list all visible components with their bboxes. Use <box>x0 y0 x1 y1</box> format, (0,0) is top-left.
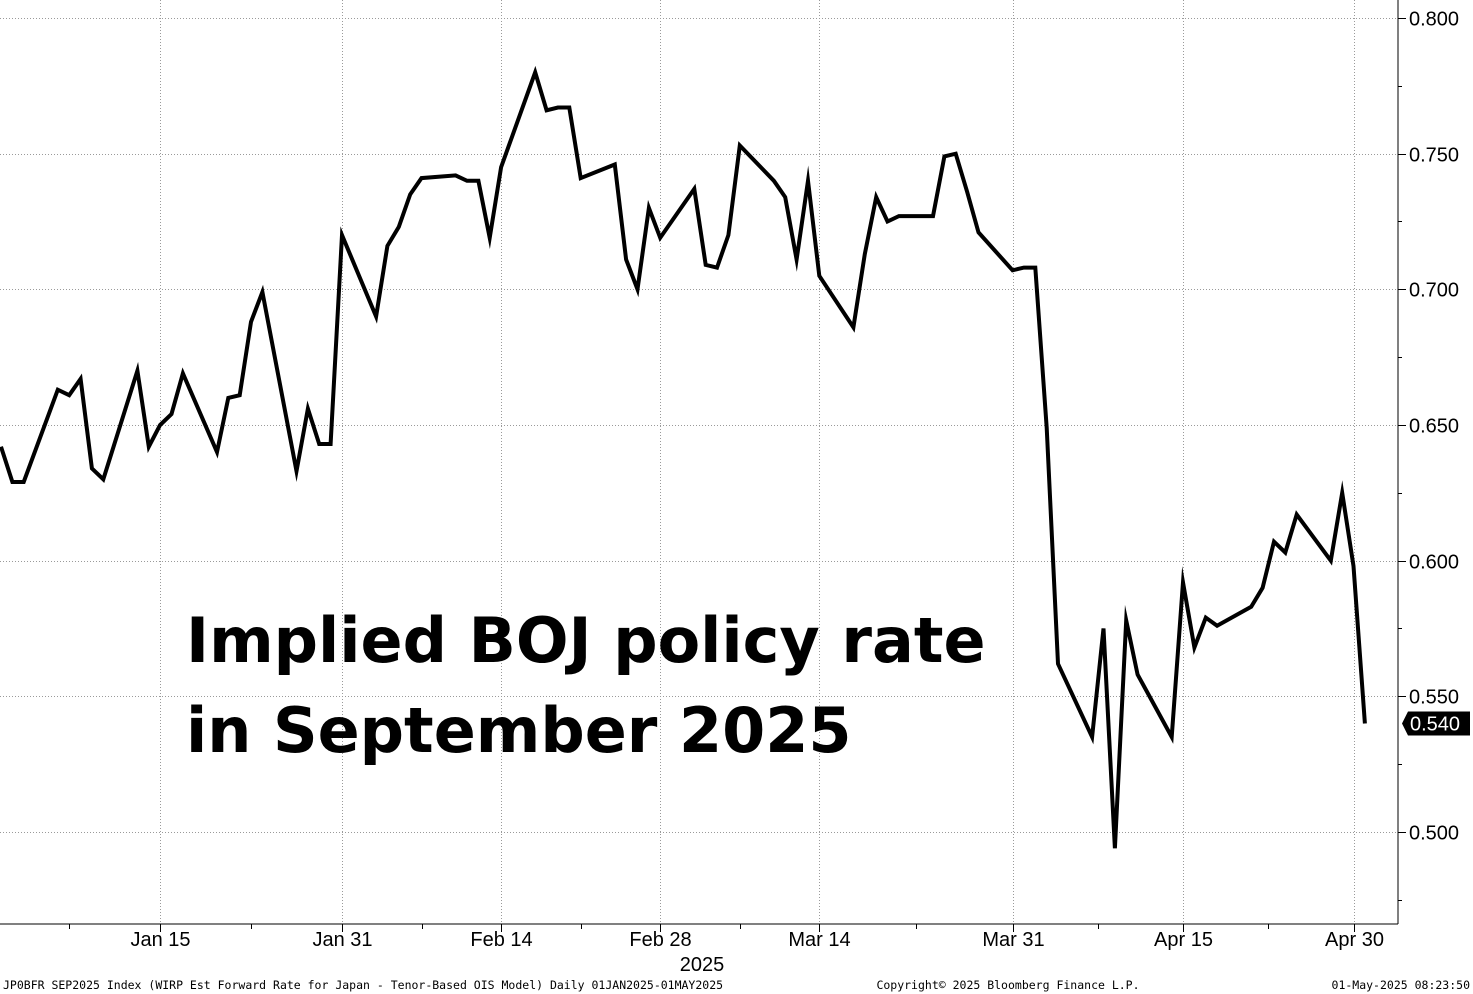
y-tick-label: 0.750 <box>1409 145 1459 167</box>
x-tick-label: Feb 14 <box>470 929 532 951</box>
x-tick-label: Apr 30 <box>1325 929 1384 951</box>
y-tick-label: 0.600 <box>1409 552 1459 574</box>
chart-title-line-2: in September 2025 <box>186 694 852 767</box>
x-axis-ticks: Jan 15 Jan 31 Feb 14 Feb 28 Mar 14 Mar 31 Apr … <box>69 924 1384 951</box>
y-tick-label: 0.500 <box>1409 823 1459 845</box>
y-tick-label: 0.800 <box>1409 9 1459 31</box>
series-line <box>0 65 1367 849</box>
chart-title: Implied BOJ policy rate in September 202… <box>186 604 986 767</box>
last-value-badge-shape <box>1402 711 1470 736</box>
footer-copyright: Copyright© 2025 Bloomberg Finance L.P. <box>876 978 1139 992</box>
x-tick-label: Apr 15 <box>1154 929 1213 951</box>
footer-timestamp: 01-May-2025 08:23:50 <box>1332 978 1471 992</box>
x-tick-label: Jan 31 <box>312 929 372 951</box>
y-tick-label: 0.550 <box>1409 687 1459 709</box>
x-tick-label: Jan 15 <box>130 929 190 951</box>
x-tick-label: Mar 31 <box>982 929 1044 951</box>
y-tick-label: 0.700 <box>1409 280 1459 302</box>
series-group <box>0 65 1367 849</box>
x-tick-label: Mar 14 <box>788 929 850 951</box>
chart-title-line-1: Implied BOJ policy rate <box>186 604 986 677</box>
last-value-label: 0.540 <box>1410 713 1460 735</box>
y-tick-label: 0.650 <box>1409 416 1459 438</box>
footer-source: JP0BFR SEP2025 Index (WIRP Est Forward R… <box>3 978 723 992</box>
y-axis-ticks: 0.500 0.550 0.600 0.650 0.700 0.750 0.800 <box>1398 9 1459 901</box>
gridlines <box>0 0 1398 924</box>
last-value-badge: 0.540 <box>1402 711 1470 736</box>
axes <box>0 0 1399 925</box>
x-axis-year-label: 2025 <box>680 954 725 976</box>
x-tick-label: Feb 28 <box>629 929 691 951</box>
